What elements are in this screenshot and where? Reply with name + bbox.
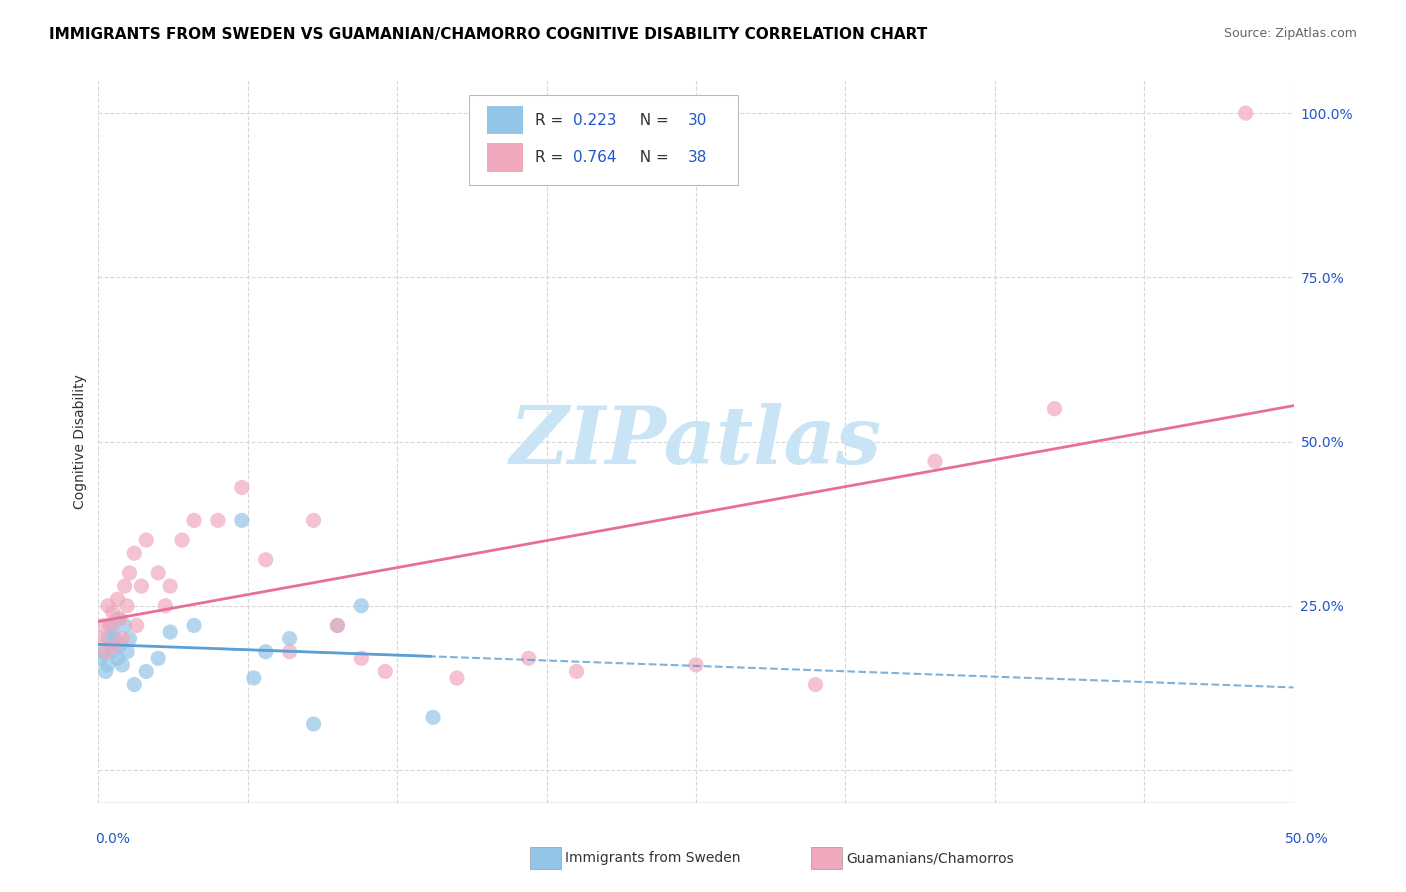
Point <box>135 665 157 679</box>
Point <box>159 625 181 640</box>
Text: Immigrants from Sweden: Immigrants from Sweden <box>565 851 741 865</box>
Point <box>183 618 205 632</box>
Point <box>90 651 112 665</box>
Bar <box>486 105 523 135</box>
Y-axis label: Cognitive Disability: Cognitive Disability <box>73 374 87 509</box>
Text: N =: N = <box>630 112 673 128</box>
Point <box>124 546 146 560</box>
Point <box>804 677 827 691</box>
Text: Guamanians/Chamorros: Guamanians/Chamorros <box>846 851 1014 865</box>
Text: ZIPatlas: ZIPatlas <box>510 403 882 480</box>
Point <box>114 618 136 632</box>
Point <box>107 651 129 665</box>
Point <box>183 513 205 527</box>
Point <box>111 657 134 672</box>
Point <box>107 612 129 626</box>
Point <box>108 638 131 652</box>
Point <box>446 671 468 685</box>
Point <box>94 665 117 679</box>
Point <box>114 579 136 593</box>
Text: N =: N = <box>630 150 673 165</box>
Point <box>422 710 444 724</box>
Point <box>155 599 177 613</box>
Point <box>101 645 124 659</box>
FancyBboxPatch shape <box>470 95 738 185</box>
Point <box>231 513 253 527</box>
Point <box>115 599 138 613</box>
Point <box>924 454 946 468</box>
Text: 0.223: 0.223 <box>572 112 616 128</box>
Point <box>302 717 325 731</box>
Point <box>104 632 127 646</box>
Point <box>326 618 349 632</box>
Point <box>278 632 301 646</box>
Point <box>91 645 114 659</box>
Point <box>115 645 138 659</box>
Point <box>278 645 301 659</box>
Point <box>101 625 124 640</box>
Point <box>1043 401 1066 416</box>
Text: 0.764: 0.764 <box>572 150 616 165</box>
Point <box>98 638 122 652</box>
Text: R =: R = <box>534 150 568 165</box>
Point <box>108 612 131 626</box>
Point <box>326 618 349 632</box>
Point <box>125 618 148 632</box>
Point <box>131 579 153 593</box>
Point <box>374 665 396 679</box>
Point <box>565 665 588 679</box>
Point <box>350 651 373 665</box>
Text: Source: ZipAtlas.com: Source: ZipAtlas.com <box>1223 27 1357 40</box>
Point <box>254 553 277 567</box>
Point <box>118 632 141 646</box>
Point <box>231 481 253 495</box>
Point <box>172 533 194 547</box>
Point <box>302 513 325 527</box>
Point <box>1234 106 1257 120</box>
Point <box>107 592 129 607</box>
Point <box>148 651 170 665</box>
Point <box>90 632 112 646</box>
Text: 0.0%: 0.0% <box>96 832 131 846</box>
Point <box>685 657 707 672</box>
Point <box>148 566 170 580</box>
Point <box>159 579 181 593</box>
Point <box>124 677 146 691</box>
Point <box>118 566 141 580</box>
Text: 30: 30 <box>688 112 707 128</box>
Point <box>94 645 117 659</box>
Point <box>97 632 120 646</box>
Point <box>350 599 373 613</box>
Point <box>91 618 114 632</box>
Point <box>97 599 120 613</box>
Point <box>207 513 229 527</box>
Point <box>101 605 124 619</box>
Bar <box>486 143 523 172</box>
Point <box>111 632 134 646</box>
Point <box>135 533 157 547</box>
Point <box>97 657 120 672</box>
Text: R =: R = <box>534 112 568 128</box>
Point <box>254 645 277 659</box>
Point <box>243 671 266 685</box>
Point <box>517 651 540 665</box>
Text: IMMIGRANTS FROM SWEDEN VS GUAMANIAN/CHAMORRO COGNITIVE DISABILITY CORRELATION CH: IMMIGRANTS FROM SWEDEN VS GUAMANIAN/CHAM… <box>49 27 928 42</box>
Text: 50.0%: 50.0% <box>1285 832 1329 846</box>
Point <box>98 618 122 632</box>
Point <box>98 618 122 632</box>
Text: 38: 38 <box>688 150 707 165</box>
Point <box>104 638 127 652</box>
